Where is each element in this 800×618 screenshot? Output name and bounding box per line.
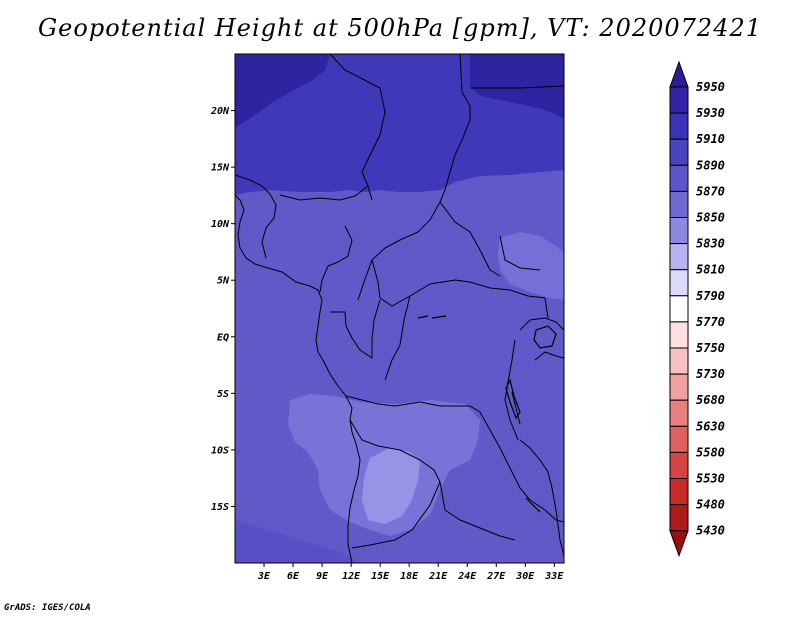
colorbar-label: 5530 xyxy=(696,472,725,486)
country-borders xyxy=(235,54,564,563)
colorbar-label: 5430 xyxy=(696,524,725,538)
latitude-axis: 20N 15N 10N 5N EQ 5S 10S 15S xyxy=(210,106,235,513)
lat-tick-label: 10N xyxy=(211,219,230,230)
lon-tick-label: 9E xyxy=(316,571,329,582)
lat-tick-label: 20N xyxy=(210,106,230,117)
colorbar-label: 5910 xyxy=(696,132,725,146)
lon-tick-label: 12E xyxy=(342,571,361,582)
colorbar-segment xyxy=(669,86,689,114)
colorbar-label: 5790 xyxy=(696,289,725,303)
colorbar-segment xyxy=(669,269,689,297)
lon-tick-label: 15E xyxy=(371,571,390,582)
colorbar-label: 5480 xyxy=(696,498,725,512)
lon-tick-label: 33E xyxy=(544,571,564,582)
grads-credit: GrADS: IGES/COLA xyxy=(4,603,91,613)
lon-tick-label: 21E xyxy=(428,571,448,582)
colorbar-segment xyxy=(669,373,689,401)
colorbar-segment xyxy=(669,295,689,323)
colorbar-bottom-arrow xyxy=(669,530,689,558)
colorbar-segment xyxy=(669,451,689,479)
colorbar-label: 5630 xyxy=(696,419,725,433)
lat-tick-label: 15S xyxy=(211,502,229,513)
colorbar-segment xyxy=(669,347,689,375)
colorbar-segment xyxy=(669,478,689,506)
colorbar-label: 5950 xyxy=(696,80,725,94)
lat-tick-label: 15N xyxy=(211,163,230,174)
lon-tick-label: 27E xyxy=(486,571,506,582)
colorbar-segment xyxy=(669,243,689,271)
colorbar-label: 5830 xyxy=(696,237,725,251)
colorbar-segment xyxy=(669,399,689,427)
lon-tick-label: 24E xyxy=(457,571,477,582)
lon-tick-label: 3E xyxy=(257,571,271,582)
height-field xyxy=(235,54,564,563)
colorbar-segment xyxy=(669,190,689,218)
colorbar-segment xyxy=(669,138,689,166)
colorbar-label: 5680 xyxy=(696,393,725,407)
colorbar-label: 5870 xyxy=(696,184,725,198)
longitude-axis: 3E 6E 9E 12E 15E 18E 21E 24E 27E 30E 33E xyxy=(257,563,564,582)
colorbar-segment xyxy=(669,112,689,140)
colorbar-label: 5810 xyxy=(696,263,725,277)
lat-tick-label: 5S xyxy=(217,389,229,400)
colorbar-label: 5850 xyxy=(696,211,725,225)
colorbar-segment xyxy=(669,217,689,245)
lat-tick-label: 10S xyxy=(211,445,229,456)
colorbar-label: 5770 xyxy=(696,315,725,329)
colorbar-top-arrow xyxy=(669,60,689,88)
colorbar: 5950 5930 5910 5890 5870 5850 5830 5810 5790 5770… xyxy=(669,60,725,558)
lat-tick-label: EQ xyxy=(217,332,229,343)
lon-tick-label: 18E xyxy=(400,571,419,582)
colorbar-segment xyxy=(669,321,689,349)
lon-tick-label: 6E xyxy=(287,571,300,582)
colorbar-label: 5580 xyxy=(696,445,725,459)
colorbar-segment xyxy=(669,425,689,453)
colorbar-label: 5930 xyxy=(696,106,725,120)
map-frame xyxy=(234,53,565,564)
colorbar-segment xyxy=(669,504,689,532)
colorbar-segment xyxy=(669,164,689,192)
lon-tick-label: 30E xyxy=(515,571,535,582)
colorbar-label: 5730 xyxy=(696,367,725,381)
lat-tick-label: 5N xyxy=(217,276,230,287)
colorbar-label: 5890 xyxy=(696,158,725,172)
map-title: Geopotential Height at 500hPa [gpm], VT:… xyxy=(38,14,762,42)
lakes xyxy=(417,315,557,513)
colorbar-label: 5750 xyxy=(696,341,725,355)
